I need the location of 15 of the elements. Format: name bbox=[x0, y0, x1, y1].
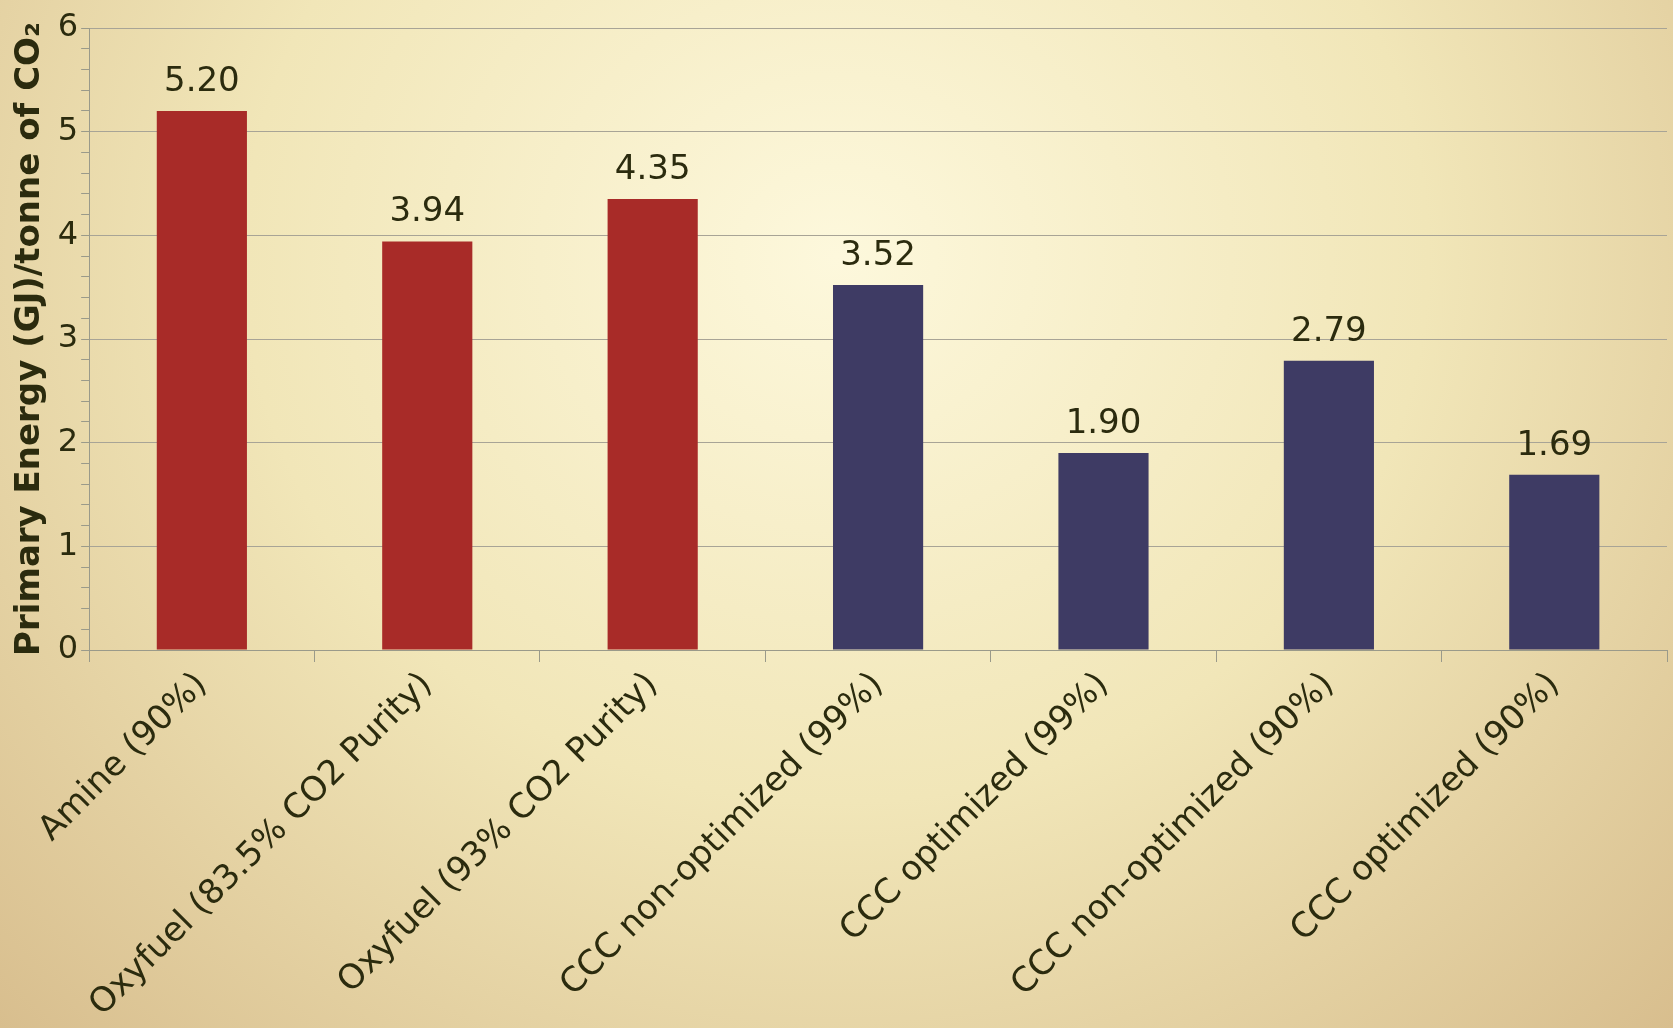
y-tick-label: 0 bbox=[57, 628, 79, 667]
data-label: 1.90 bbox=[1065, 400, 1142, 441]
y-tick-label: 4 bbox=[57, 213, 79, 252]
data-label: 3.94 bbox=[389, 189, 466, 230]
data-label: 5.20 bbox=[164, 58, 240, 99]
y-tick-label: 6 bbox=[57, 6, 79, 45]
y-tick-label: 5 bbox=[57, 109, 79, 148]
y-tick-label: 3 bbox=[57, 317, 79, 356]
data-label: 1.69 bbox=[1516, 422, 1593, 463]
y-axis-title: Primary Energy (GJ)/tonne of CO₂ bbox=[7, 22, 48, 656]
data-label: 2.79 bbox=[1291, 308, 1367, 349]
data-label: 4.35 bbox=[614, 146, 691, 187]
data-label: 3.52 bbox=[840, 232, 916, 273]
y-tick-label: 2 bbox=[57, 420, 79, 459]
y-tick-label: 1 bbox=[57, 524, 79, 563]
